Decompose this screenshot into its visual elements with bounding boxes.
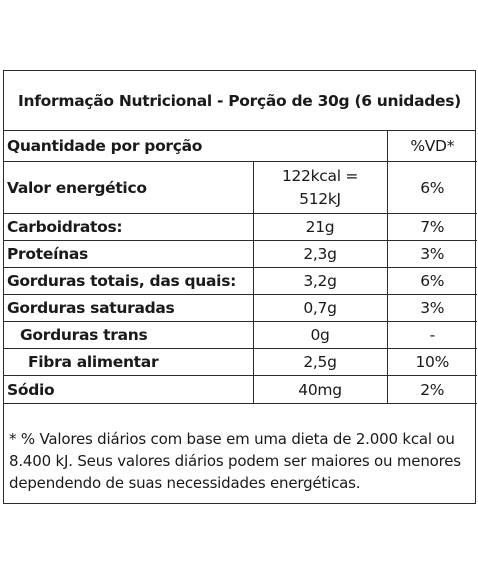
nutrition-title: Informação Nutricional - Porção de 30g (…	[4, 71, 475, 131]
vd-header: %VD*	[386, 131, 477, 162]
table-row: Proteínas 2,3g 3%	[4, 240, 477, 268]
table-row: Gorduras trans 0g -	[4, 321, 477, 349]
table-row: Gorduras totais, das quais: 3,2g 6%	[4, 267, 477, 295]
nutrient-vd: 6%	[386, 161, 477, 214]
nutrient-value: 0,7g	[252, 294, 387, 322]
nutrient-name: Gorduras saturadas	[4, 294, 253, 322]
nutrient-value-line2: 512kJ	[299, 189, 341, 208]
table-row: Carboidratos: 21g 7%	[4, 213, 477, 241]
table-row: Gorduras saturadas 0,7g 3%	[4, 294, 477, 322]
nutrient-name: Sódio	[4, 375, 253, 404]
nutrient-value: 3,2g	[252, 267, 387, 295]
nutrient-vd: 2%	[386, 375, 477, 404]
nutrient-vd: -	[386, 321, 477, 349]
nutrient-name: Gorduras trans	[4, 321, 253, 349]
quantity-header: Quantidade por porção	[4, 131, 387, 162]
nutrient-name: Carboidratos:	[4, 213, 253, 241]
nutrient-value: 122kcal = 512kJ	[252, 161, 387, 214]
nutrient-value: 2,3g	[252, 240, 387, 268]
nutrient-value: 40mg	[252, 375, 387, 404]
nutrient-value-line1: 122kcal =	[281, 166, 359, 185]
nutrient-vd: 3%	[386, 294, 477, 322]
nutrient-name: Fibra alimentar	[4, 348, 253, 376]
table-row: Fibra alimentar 2,5g 10%	[4, 348, 477, 376]
nutrient-name: Gorduras totais, das quais:	[4, 267, 253, 295]
nutrient-vd: 6%	[386, 267, 477, 295]
nutrition-table: Quantidade por porção %VD* Valor energét…	[4, 131, 477, 404]
nutrient-vd: 10%	[386, 348, 477, 376]
table-row: Sódio 40mg 2%	[4, 375, 477, 404]
nutrient-vd: 3%	[386, 240, 477, 268]
nutrient-value: 0g	[252, 321, 387, 349]
footnote-text: * % Valores diários com base em uma diet…	[9, 430, 461, 492]
nutrient-value: 21g	[252, 213, 387, 241]
nutrient-name: Valor energético	[4, 161, 253, 214]
nutrition-facts-panel: Informação Nutricional - Porção de 30g (…	[3, 70, 477, 504]
nutrient-value: 2,5g	[252, 348, 387, 376]
table-header-row: Quantidade por porção %VD*	[4, 131, 477, 162]
table-row: Valor energético 122kcal = 512kJ 6%	[4, 161, 477, 214]
nutrient-name: Proteínas	[4, 240, 253, 268]
nutrient-vd: 7%	[386, 213, 477, 241]
